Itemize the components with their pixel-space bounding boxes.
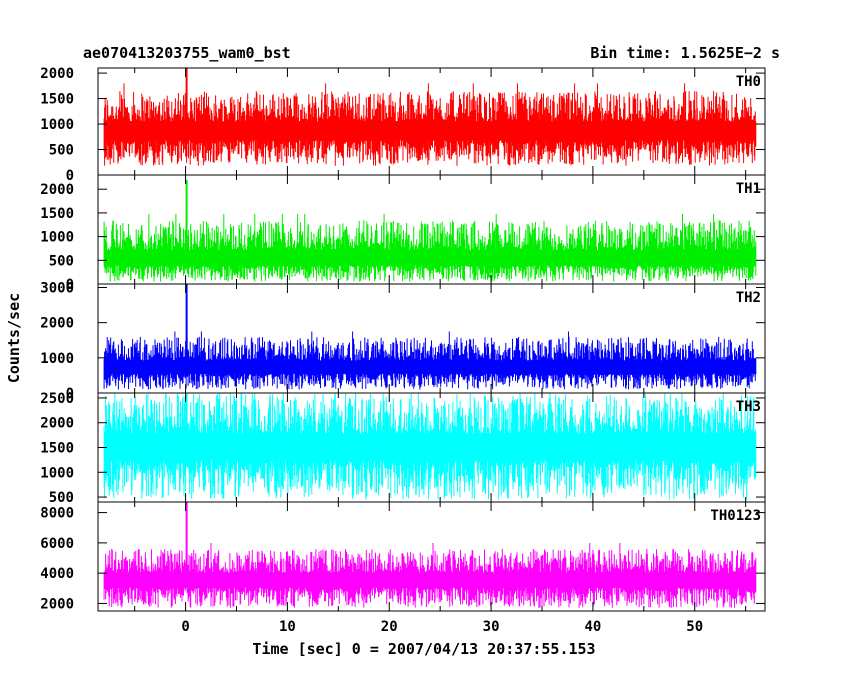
y-tick-label: 1000 (40, 230, 74, 246)
y-tick-label: 2000 (40, 596, 74, 612)
y-tick-label: 0 (66, 277, 74, 293)
panel-label-th3: TH3 (736, 399, 761, 415)
y-tick-label: 500 (49, 490, 74, 506)
panel-label-th1: TH1 (736, 181, 761, 197)
y-tick-label: 3000 (40, 281, 74, 297)
bin-time-label: Bin time: 1.5625E−2 s (590, 44, 780, 62)
x-tick-label: 20 (381, 619, 398, 635)
panel-th0: 0 500 1000 1500 2000 TH0 (40, 66, 766, 184)
y-tick-label: 8000 (40, 506, 74, 522)
y-tick-label: 1000 (40, 351, 74, 367)
y-tick-label: 1000 (40, 465, 74, 481)
panel-th1: 0 500 1000 1500 2000 TH1 (40, 174, 766, 293)
x-axis-label: Time [sec] 0 = 2007/04/13 20:37:55.153 (252, 640, 596, 658)
panel-th3: 500 1000 1500 2000 2500 TH3 (40, 391, 766, 506)
chart-title: ae070413203755_wam0_bst (83, 44, 291, 62)
y-tick-label: 0 (66, 168, 74, 184)
y-tick-label: 1500 (40, 92, 74, 108)
panel-label-th0: TH0 (736, 74, 761, 90)
panel-label-th2: TH2 (736, 290, 761, 306)
y-tick-label: 2000 (40, 182, 74, 198)
x-tick-label: 40 (584, 619, 601, 635)
series-line-th2 (103, 331, 757, 390)
x-tick-label: 50 (686, 619, 703, 635)
series-line-th0123 (103, 543, 757, 608)
panel-label-th0123: TH0123 (710, 508, 761, 524)
y-tick-label: 2500 (40, 391, 74, 407)
series-line-th0 (103, 83, 757, 166)
series-line-th1 (103, 213, 757, 282)
x-tick-label: 30 (483, 619, 500, 635)
x-tick-label: 10 (279, 619, 296, 635)
y-tick-label: 6000 (40, 536, 74, 552)
y-tick-label: 1000 (40, 117, 74, 133)
y-tick-label: 500 (49, 253, 74, 269)
y-tick-label: 2000 (40, 66, 74, 82)
y-tick-label: 1500 (40, 441, 74, 457)
panel-th0123: 2000 4000 6000 8000 TH0123 (40, 501, 766, 612)
y-tick-label: 2000 (40, 316, 74, 332)
y-tick-label: 4000 (40, 566, 74, 582)
y-tick-label: 500 (49, 143, 74, 159)
panel-th2: 0 1000 2000 3000 TH2 (40, 281, 766, 402)
y-tick-label: 0 (66, 386, 74, 402)
series-line-th3 (103, 393, 757, 500)
x-tick-label: 0 (181, 619, 189, 635)
y-tick-label: 2000 (40, 416, 74, 432)
panel-frame (97, 501, 766, 612)
y-tick-label: 1500 (40, 206, 74, 222)
